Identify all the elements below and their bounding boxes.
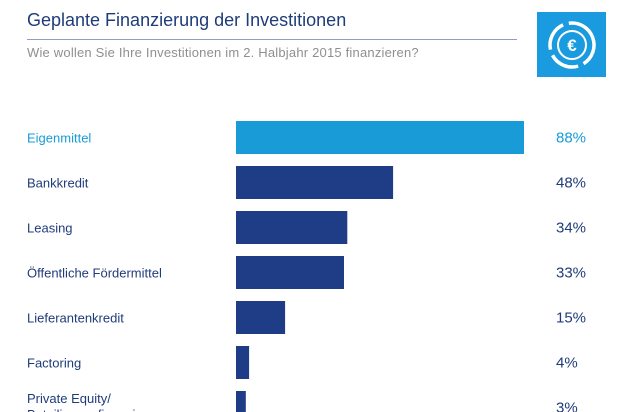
bar-2 [236, 211, 348, 244]
chart-title: Geplante Finanzierung der Investitionen [27, 10, 347, 30]
value-label-0: 88% [556, 130, 586, 147]
category-label-5: Factoring [27, 356, 81, 371]
category-label-3: Öffentliche Fördermittel [27, 266, 162, 281]
value-label-3: 33% [556, 265, 586, 282]
bar-5 [236, 346, 250, 379]
logo-glyph: € [567, 36, 577, 55]
category-label-1: Bankkredit [27, 176, 89, 191]
category-label-2: Leasing [27, 221, 73, 236]
value-label-2: 34% [556, 220, 586, 237]
value-label-6: 3% [556, 400, 578, 412]
logo: € [537, 12, 606, 77]
category-label-0: Eigenmittel [27, 131, 91, 146]
category-label-6: Private Equity/Beteiligungsfinanzierung [27, 391, 169, 412]
euro-circle-icon: € [548, 21, 596, 69]
bar-4 [236, 301, 286, 334]
title-divider [27, 39, 517, 40]
bar-0 [236, 121, 524, 154]
category-label-4: Lieferantenkredit [27, 311, 124, 326]
bar-6 [236, 391, 246, 412]
chart-subtitle: Wie wollen Sie Ihre Investitionen im 2. … [27, 45, 419, 60]
value-label-5: 4% [556, 355, 578, 372]
value-label-4: 15% [556, 310, 586, 327]
bar-1 [236, 166, 394, 199]
value-label-1: 48% [556, 175, 586, 192]
bar-3 [236, 256, 344, 289]
